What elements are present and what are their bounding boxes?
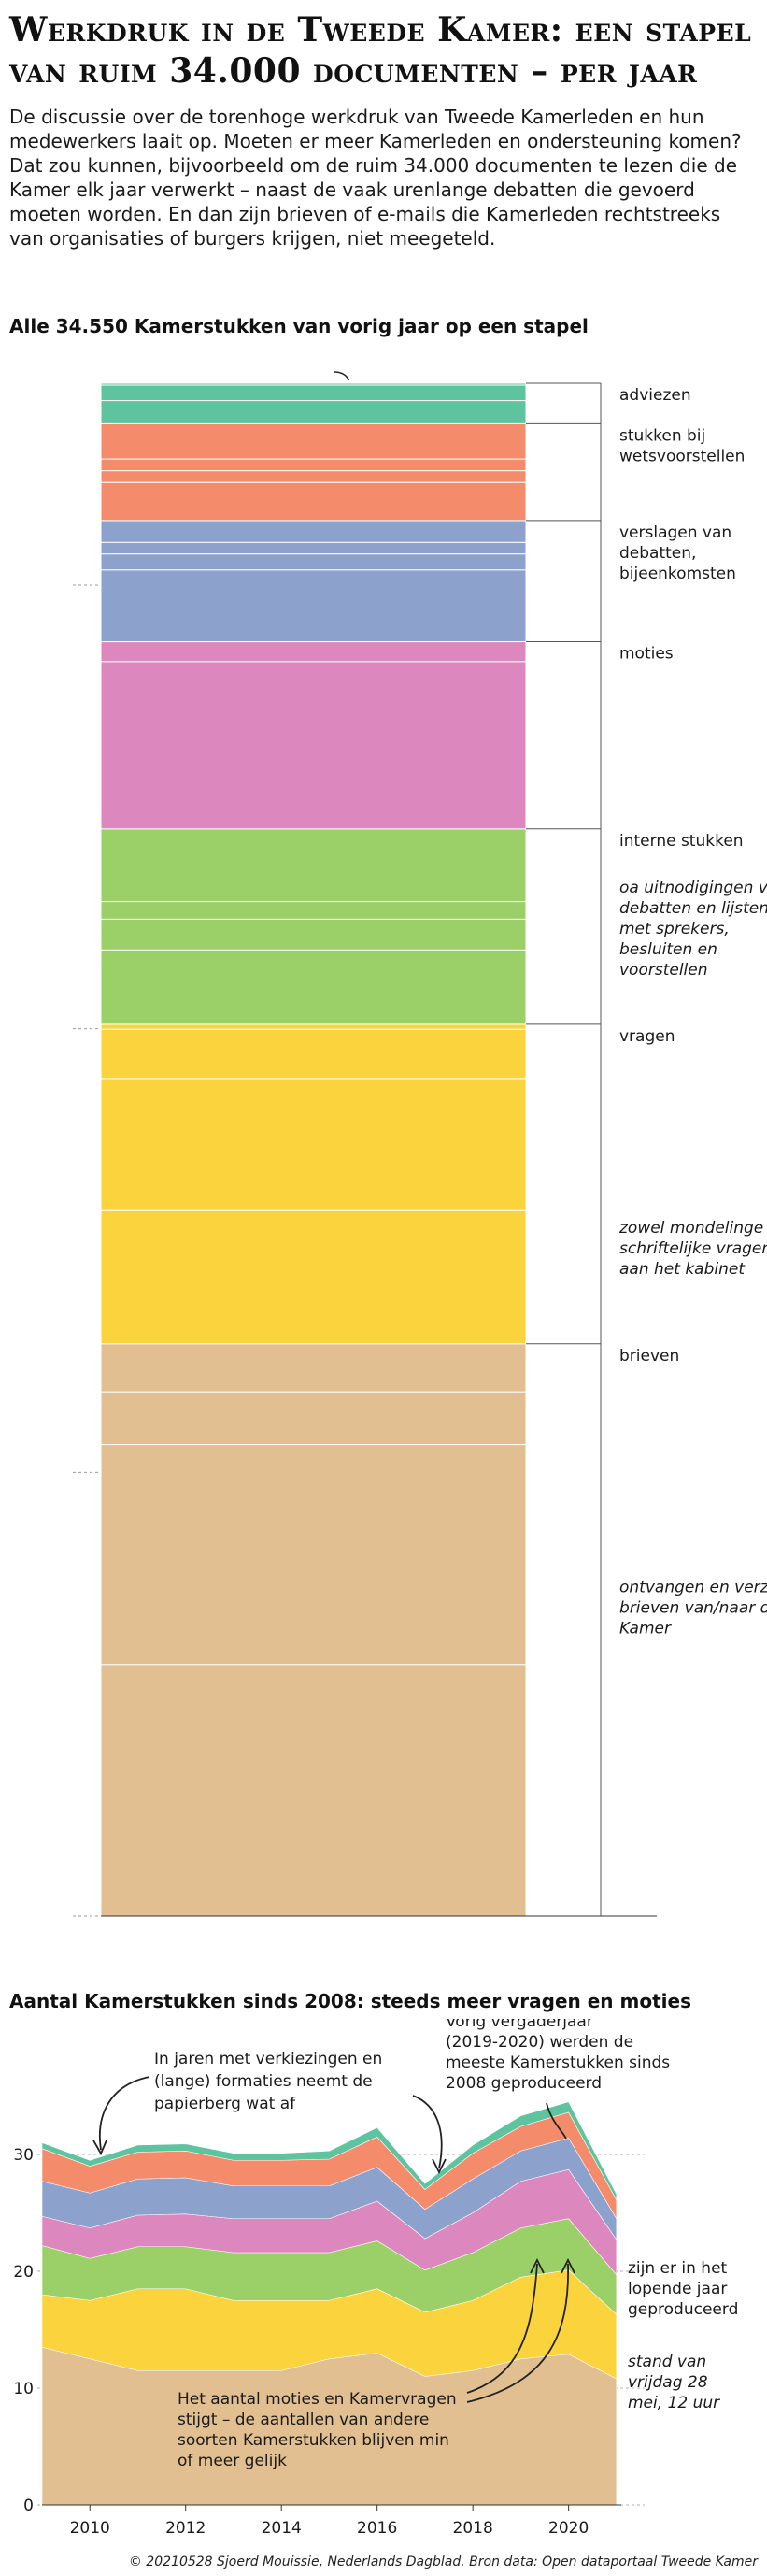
bar-segment [100, 470, 527, 483]
group-text: bijeenkomsten [619, 565, 736, 583]
bar-segment [100, 1391, 527, 1446]
area-chart-title: Aantal Kamerstukken sinds 2008: steeds m… [9, 1990, 691, 2012]
annotation-date: vrijdag 28 [628, 2373, 708, 2392]
bar-segment [100, 1343, 527, 1393]
group-text: wetsvoorstellen [619, 447, 745, 465]
group-total: vragen [619, 1027, 675, 1046]
bar-segment [100, 382, 527, 386]
y-tick-label: 0 [23, 2497, 34, 2515]
annotation-arrow [466, 2263, 569, 2403]
group-note: aan het kabinet [619, 1260, 746, 1279]
bar-segment [100, 661, 527, 830]
annotation-arrow [412, 2095, 443, 2169]
group-text: moties [619, 645, 674, 664]
annotation-elections: In jaren met verkiezingen en [154, 2050, 382, 2068]
bar-segment [100, 1078, 527, 1211]
x-tick-label: 2018 [453, 2519, 493, 2538]
annotation-record-year: meeste Kamerstukken sinds [446, 2054, 670, 2072]
x-tick-label: 2016 [357, 2519, 397, 2538]
group-note: besluiten en [619, 940, 717, 959]
group-text: verslagen van [619, 523, 731, 542]
annotation-date: mei, 12 uur [628, 2394, 720, 2412]
stacked-bar-chart: brieven ontvangen en verzonden brieven van… [73, 371, 767, 1917]
bar-segment [100, 569, 527, 643]
group-text: interne stukken [619, 832, 744, 851]
bar-segment [100, 1028, 527, 1080]
annotation-arrow [99, 2076, 150, 2151]
bar-segment [100, 553, 527, 571]
annotation-record-year: 2008 geproduceerd [446, 2074, 602, 2093]
group-note: debatten en lijsten [619, 899, 767, 918]
annotation-trend: stijgt – de aantallen van andere [178, 2411, 429, 2429]
annotation-date: stand van [628, 2353, 706, 2371]
group-text: vragen [619, 1027, 675, 1046]
group-note: zowel mondelinge als [618, 1219, 767, 1238]
annotation-trend: Het aantal moties en Kamervragen [178, 2390, 457, 2409]
bar-segment [100, 949, 527, 1025]
annotation-elections: papierberg wat af [154, 2095, 296, 2113]
bar-segment [100, 641, 527, 663]
group-text: adviezen [619, 386, 691, 405]
annotation-record-year: Vorig vergaderjaar [446, 2019, 593, 2031]
bar-segment [100, 400, 527, 424]
bar-segment [100, 1444, 527, 1666]
bar-segment [100, 918, 527, 951]
annotation-arrow [546, 2102, 567, 2140]
annotation-trend: soorten Kamerstukken blijven min [178, 2431, 449, 2450]
annotation-record-year: (2019-2020) werden de [446, 2033, 633, 2052]
bar-segment [100, 1664, 527, 1917]
group-note: schriftelijke vragen [619, 1239, 767, 1258]
annotation-arrowhead [561, 2257, 575, 2274]
group-text: stukken bij [619, 426, 705, 445]
bar-segment [100, 458, 527, 472]
group-total: interne stukken [619, 832, 744, 851]
bar-segment [100, 520, 527, 543]
bar-segment [100, 1209, 527, 1345]
annotation-current-year: geproduceerd [628, 2300, 738, 2319]
bar-segment [100, 422, 527, 460]
annotation-trend: of meer gelijk [178, 2452, 287, 2470]
y-tick-label: 20 [13, 2263, 34, 2282]
group-note: brieven van/naar de [619, 1598, 767, 1617]
bar-segment [100, 901, 527, 920]
x-tick-label: 2012 [165, 2519, 206, 2538]
group-total: adviezen [619, 386, 691, 405]
annotation-arrowhead [530, 2257, 545, 2274]
group-total: stukken bij [619, 426, 705, 445]
y-tick-label: 10 [13, 2380, 34, 2398]
x-tick-label: 2020 [548, 2519, 589, 2538]
group-text: debatten, [619, 544, 696, 563]
bar-segment [100, 828, 527, 903]
callout-arrow [334, 371, 350, 381]
stack-chart-title: Alle 34.550 Kamerstukken van vorig jaar … [9, 315, 589, 337]
group-note: Kamer [619, 1619, 672, 1638]
x-tick-label: 2014 [262, 2519, 302, 2538]
annotation-arrowhead [432, 2158, 447, 2175]
group-note: oa uitnodigingen voor [619, 879, 767, 897]
group-total: brieven [619, 1347, 679, 1366]
intro-text: De discussie over de torenhoge werkdruk … [9, 106, 742, 250]
group-text: brieven [619, 1347, 679, 1366]
annotation-elections: (lange) formaties neemt de [154, 2072, 373, 2091]
annotation-arrow [466, 2263, 538, 2394]
group-total: verslagen van [619, 523, 731, 542]
annotation-arrowhead [92, 2140, 107, 2156]
group-total: moties [619, 645, 674, 664]
stacked-area-chart: 0 10 20 30 2010 2012 2014 2016 2018 2020 In jaren … [13, 2019, 738, 2538]
annotation-current-year: lopende jaar [628, 2280, 727, 2298]
x-tick-label: 2010 [70, 2519, 110, 2538]
bar-segment [100, 1023, 527, 1030]
annotation-current-year: zijn er in het [628, 2259, 728, 2278]
area-band [41, 2101, 618, 2200]
group-note: met sprekers, [619, 920, 730, 938]
bar-segment [100, 541, 527, 555]
bar-segment [100, 481, 527, 522]
group-note: voorstellen [619, 961, 708, 980]
source-credit: © 20210528 Sjoerd Mouissie, Nederlands D… [128, 2555, 758, 2569]
y-tick-label: 30 [13, 2146, 34, 2165]
bar-segment [100, 384, 527, 402]
group-note: ontvangen en verzonden [619, 1578, 767, 1596]
page-title: Werkdruk in de Tweede Kamer: een stapel … [9, 10, 752, 91]
